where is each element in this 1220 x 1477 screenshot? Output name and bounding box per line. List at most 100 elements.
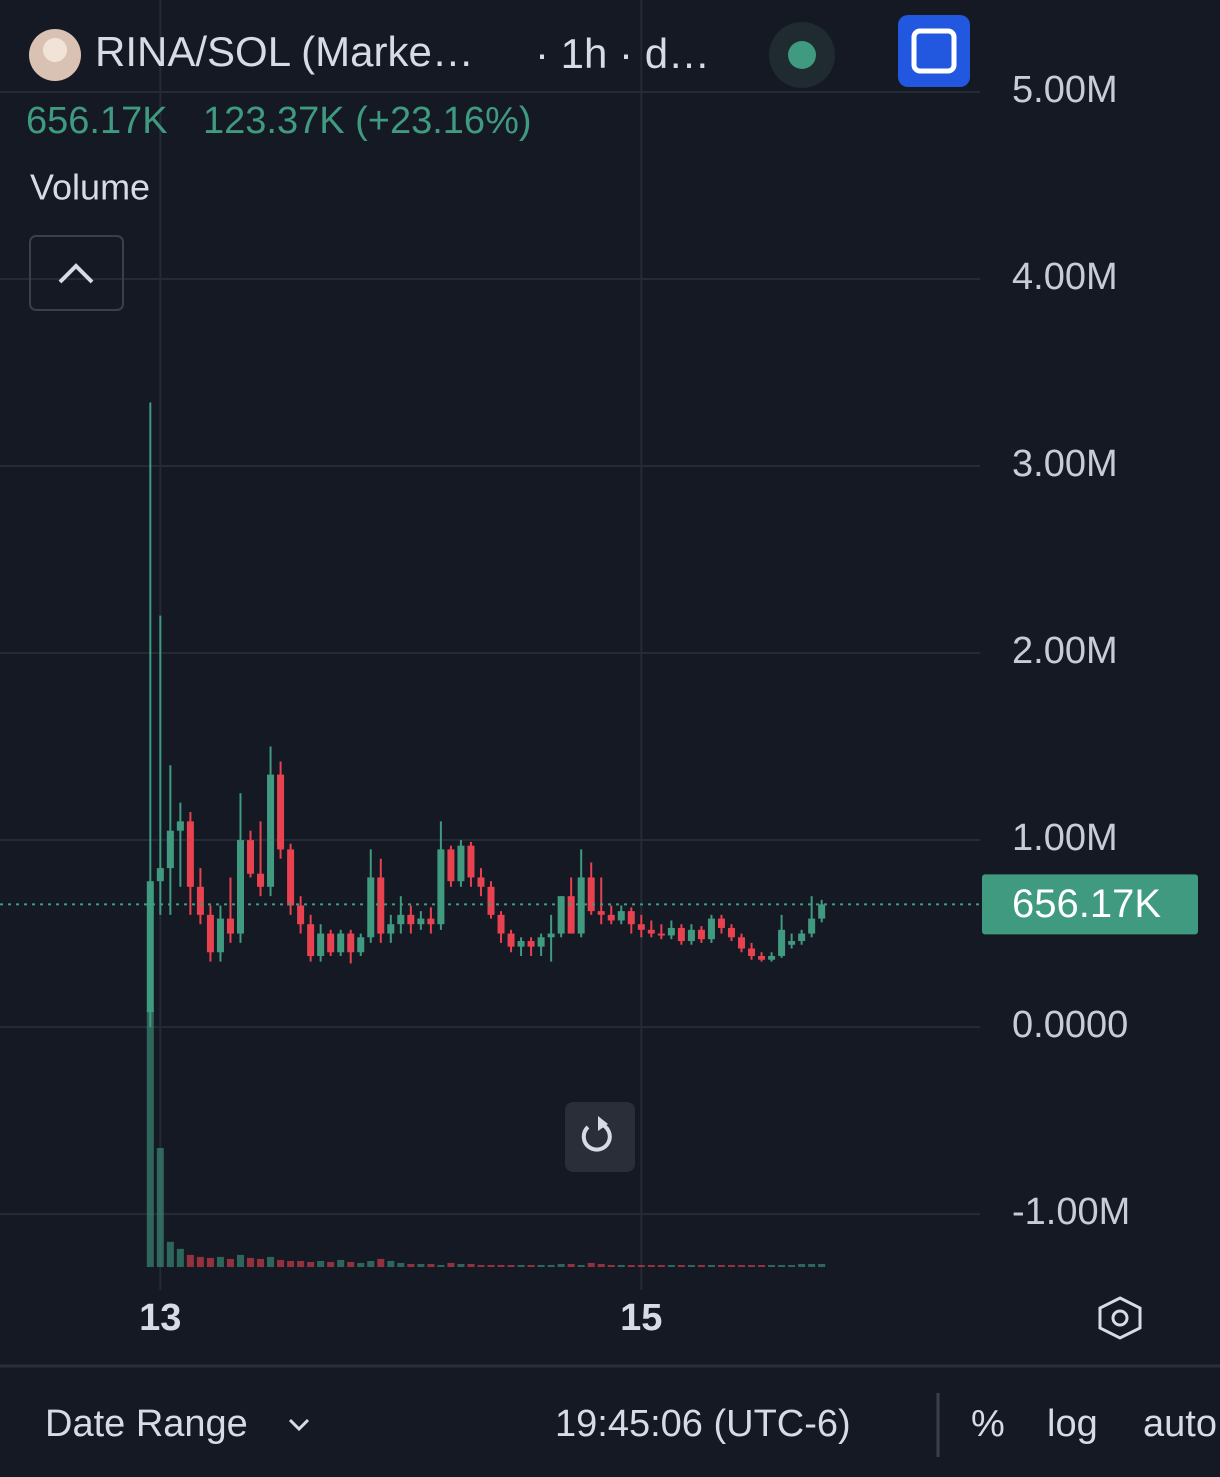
volume-bar xyxy=(738,1264,746,1267)
plot xyxy=(0,402,980,1267)
candle-body xyxy=(247,840,255,874)
y-tick-label: 5.00M xyxy=(1012,69,1118,111)
volume-bar xyxy=(707,1264,715,1267)
volume-bar xyxy=(537,1264,545,1267)
volume-bar xyxy=(457,1263,465,1267)
fullscreen-button[interactable] xyxy=(898,15,970,87)
volume-bar xyxy=(657,1264,665,1267)
candle-body xyxy=(497,914,505,934)
date-range[interactable]: Date Range xyxy=(45,1403,248,1445)
volume-bar xyxy=(547,1264,555,1267)
volume-bar xyxy=(768,1264,776,1267)
volume-bar xyxy=(367,1260,375,1267)
candle-body xyxy=(447,849,455,882)
candle-body xyxy=(697,929,705,940)
volume-bar xyxy=(758,1264,766,1267)
volume-bar xyxy=(788,1264,796,1267)
candle-body xyxy=(277,774,285,850)
volume-bar xyxy=(607,1264,615,1267)
candle-body xyxy=(216,918,224,953)
interval: · 1h · d… xyxy=(535,30,710,77)
candle-body xyxy=(758,955,766,960)
study-label: Volume xyxy=(30,167,150,208)
volume-bar xyxy=(748,1264,756,1267)
candle-body xyxy=(788,941,796,945)
candle-body xyxy=(818,904,826,919)
candle-body xyxy=(166,830,174,869)
candle-body xyxy=(768,955,776,960)
candle-body xyxy=(487,886,495,915)
volume-bar xyxy=(687,1264,695,1267)
candle-body xyxy=(617,911,625,921)
volume-bar xyxy=(597,1263,605,1267)
candle-body xyxy=(717,918,725,928)
candle-body xyxy=(287,849,295,906)
candle-body xyxy=(437,849,445,925)
candle-body xyxy=(337,933,345,953)
settings-button[interactable] xyxy=(1098,1296,1142,1340)
candle-body xyxy=(707,918,715,940)
reset-arrow xyxy=(598,1116,608,1131)
volume-bar xyxy=(206,1257,214,1267)
collapse-button[interactable] xyxy=(29,235,124,311)
candle-body xyxy=(567,896,575,934)
change: 123.37K (+23.16%) xyxy=(203,100,532,142)
volume-bar xyxy=(667,1264,675,1267)
candle-body xyxy=(627,911,635,925)
candle-body xyxy=(156,868,164,882)
candle-body xyxy=(577,877,585,934)
collapse-icon xyxy=(58,263,94,284)
candle-body xyxy=(798,933,806,942)
status-dot[interactable] xyxy=(788,41,816,69)
candle-body xyxy=(557,896,565,934)
avatar-face xyxy=(43,38,67,62)
reset-icon xyxy=(581,1122,612,1152)
candle-body xyxy=(647,929,655,934)
volume-bar xyxy=(447,1262,455,1267)
volume-bar xyxy=(347,1261,355,1267)
percent-toggle[interactable]: % xyxy=(971,1403,1005,1445)
last-value: 656.17K xyxy=(26,100,168,142)
candle-body xyxy=(226,918,234,934)
volume-bar xyxy=(727,1264,735,1267)
auto-toggle[interactable]: auto xyxy=(1143,1403,1217,1445)
price-label: 656.17K xyxy=(1012,882,1161,926)
candle-body xyxy=(407,914,415,925)
volume-bar xyxy=(487,1264,495,1267)
volume-bar xyxy=(567,1263,575,1267)
volume-bar xyxy=(818,1263,826,1267)
x-tick-label: 13 xyxy=(139,1297,181,1339)
volume-bar xyxy=(477,1264,485,1267)
candle-body xyxy=(397,914,405,925)
volume-bar xyxy=(216,1256,224,1267)
volume-bar xyxy=(437,1264,445,1267)
y-tick-label: 4.00M xyxy=(1012,256,1118,298)
volume-bar xyxy=(427,1263,435,1267)
volume-bar xyxy=(697,1264,705,1267)
volume-bar xyxy=(317,1260,325,1267)
candle-body xyxy=(196,886,204,915)
volume-bar xyxy=(337,1259,345,1267)
volume-bar xyxy=(297,1260,305,1267)
volume-bar xyxy=(577,1264,585,1267)
log-toggle[interactable]: log xyxy=(1047,1403,1098,1445)
volume-bar xyxy=(778,1264,786,1267)
candle-body xyxy=(657,933,665,936)
reset-button[interactable] xyxy=(565,1102,635,1172)
symbol-title: RINA/SOL (Marke… xyxy=(95,28,474,75)
volume-bar xyxy=(307,1261,315,1267)
candle-body xyxy=(808,918,816,934)
candle-body xyxy=(367,877,375,938)
volume-bar xyxy=(156,1148,164,1267)
volume-bar xyxy=(196,1256,204,1267)
volume-bar xyxy=(417,1263,425,1267)
candle-body xyxy=(307,924,315,956)
candle-body xyxy=(417,918,425,925)
volume-bar xyxy=(617,1264,625,1267)
volume-bar xyxy=(357,1262,365,1267)
volume-bar xyxy=(717,1264,725,1267)
volume-bar xyxy=(377,1258,385,1267)
volume-bar xyxy=(798,1263,806,1267)
volume-bar xyxy=(176,1248,184,1267)
candle-body xyxy=(467,845,475,878)
